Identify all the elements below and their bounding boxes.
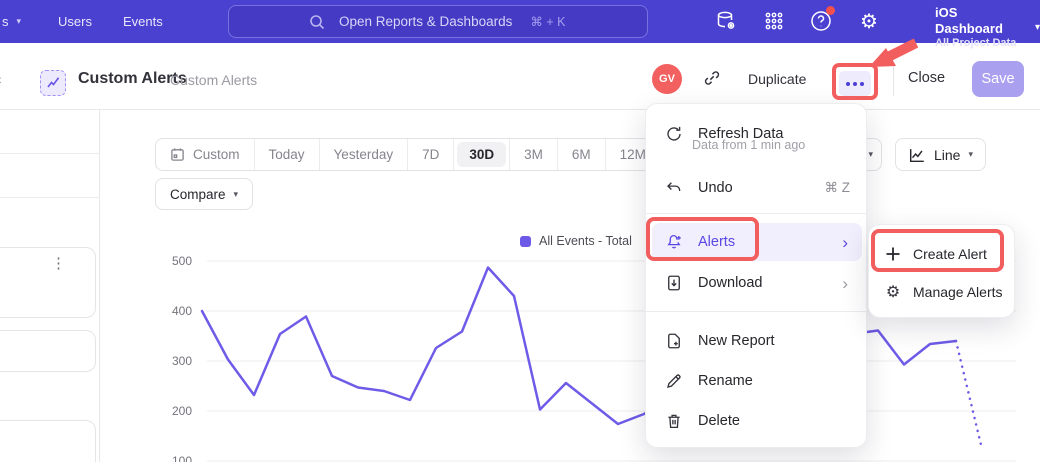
svg-text:300: 300 — [172, 354, 192, 368]
more-options-button[interactable] — [839, 71, 871, 96]
report-options-menu: Refresh Data Data from 1 min ago Undo ⌘ … — [645, 103, 867, 448]
refresh-status-text: Data from 1 min ago — [692, 138, 805, 152]
download-icon — [664, 274, 684, 292]
nav-item-cut-off[interactable]: s ▾ — [2, 14, 21, 29]
chevron-down-icon: ▾ — [968, 149, 973, 160]
range-3m[interactable]: 3M — [510, 139, 558, 170]
menu-divider — [646, 311, 868, 312]
bell-plus-icon — [664, 233, 684, 251]
sidebar-divider — [0, 197, 100, 198]
notification-dot — [826, 6, 835, 15]
undo-icon — [664, 179, 684, 197]
project-selector[interactable]: iOS Dashboard All Project Data ▾ — [935, 5, 1040, 50]
search-icon — [309, 14, 325, 30]
top-nav-bar: s ▾ Users Events Open Reports & Dashboar… — [0, 0, 1040, 43]
project-name: iOS Dashboard — [935, 5, 1025, 37]
submenu-chevron-icon: › — [842, 275, 848, 292]
query-step-card[interactable] — [0, 420, 96, 462]
submenu-item-manage-alerts[interactable]: ⚙ Manage Alerts — [875, 275, 1010, 309]
svg-text:500: 500 — [172, 254, 192, 268]
undo-shortcut: ⌘ Z — [825, 180, 851, 196]
menu-item-download[interactable]: Download › — [652, 265, 862, 301]
query-builder-sidebar: ⋮ — [0, 110, 100, 462]
chevron-down-icon: ▾ — [1035, 22, 1040, 33]
project-scope: All Project Data — [935, 37, 1025, 50]
pencil-icon — [664, 372, 684, 390]
range-7d[interactable]: 7D — [408, 139, 454, 170]
menu-divider — [646, 213, 868, 214]
header-divider — [893, 62, 894, 96]
nav-item-events[interactable]: Events — [123, 14, 163, 29]
range-custom[interactable]: Custom — [156, 139, 255, 170]
report-header: ‹ Custom Alerts Custom Alerts GV Duplica… — [0, 43, 1040, 110]
ellipsis-icon — [846, 82, 850, 86]
submenu-chevron-icon: › — [842, 234, 848, 251]
range-6m[interactable]: 6M — [558, 139, 606, 170]
range-30d-selected[interactable]: 30D — [454, 139, 510, 170]
sidebar-divider — [0, 153, 100, 154]
menu-item-alerts[interactable]: Alerts › — [652, 223, 862, 261]
app-window: 100 200 300 400 500 All Events - Total s ▾ U… — [0, 0, 1040, 462]
kebab-menu-icon[interactable]: ⋮ — [51, 260, 66, 267]
copy-link-icon[interactable] — [702, 68, 722, 93]
gear-icon: ⚙ — [883, 282, 903, 302]
avatar[interactable]: GV — [652, 64, 682, 94]
chevron-down-icon: ▾ — [868, 149, 873, 160]
legend-swatch-icon — [520, 236, 531, 247]
close-button[interactable]: Close — [908, 70, 945, 86]
query-step-card[interactable] — [0, 330, 96, 372]
search-shortcut: ⌘ + K — [530, 14, 565, 29]
nav-cut-label: s — [2, 14, 9, 29]
trash-icon — [664, 412, 684, 430]
save-button[interactable]: Save — [972, 61, 1024, 97]
legend-label: All Events - Total — [539, 234, 632, 248]
apps-grid-icon[interactable] — [761, 8, 787, 34]
line-chart-icon — [908, 146, 926, 164]
submenu-item-create-alert[interactable]: Create Alert — [875, 237, 1010, 271]
chevron-down-icon: ▾ — [17, 16, 22, 27]
range-yesterday[interactable]: Yesterday — [320, 139, 409, 170]
back-chevron-icon[interactable]: ‹ — [0, 71, 2, 87]
chevron-down-icon: ▾ — [234, 189, 239, 200]
chart-type-button[interactable]: Line ▾ — [895, 138, 986, 171]
menu-item-delete[interactable]: Delete — [652, 403, 862, 439]
settings-gear-icon[interactable]: ⚙ — [856, 8, 882, 34]
global-search-input[interactable]: Open Reports & Dashboards ⌘ + K — [228, 5, 648, 38]
data-management-icon[interactable] — [713, 8, 739, 34]
alerts-submenu: Create Alert ⚙ Manage Alerts — [868, 224, 1015, 318]
svg-text:100: 100 — [172, 454, 192, 462]
query-step-card[interactable]: ⋮ — [0, 247, 96, 318]
menu-item-rename[interactable]: Rename — [652, 363, 862, 399]
compare-button[interactable]: Compare ▾ — [155, 178, 253, 210]
duplicate-button[interactable]: Duplicate — [748, 71, 806, 87]
refresh-icon — [664, 125, 684, 143]
nav-item-users[interactable]: Users — [58, 14, 92, 29]
report-icon — [40, 70, 66, 96]
breadcrumb: Custom Alerts — [170, 72, 257, 88]
new-report-icon — [664, 332, 684, 350]
calendar-icon — [170, 147, 185, 162]
menu-item-undo[interactable]: Undo ⌘ Z — [652, 170, 862, 206]
help-icon[interactable] — [808, 8, 834, 34]
menu-item-new-report[interactable]: New Report — [652, 323, 862, 359]
date-range-segmented-control: Custom Today Yesterday 7D 30D 3M 6M 12M — [155, 138, 661, 171]
svg-text:200: 200 — [172, 404, 192, 418]
svg-text:400: 400 — [172, 304, 192, 318]
chart-legend-item[interactable]: All Events - Total — [520, 234, 632, 248]
plus-icon — [883, 246, 903, 262]
range-today[interactable]: Today — [255, 139, 320, 170]
search-placeholder: Open Reports & Dashboards — [339, 14, 512, 29]
